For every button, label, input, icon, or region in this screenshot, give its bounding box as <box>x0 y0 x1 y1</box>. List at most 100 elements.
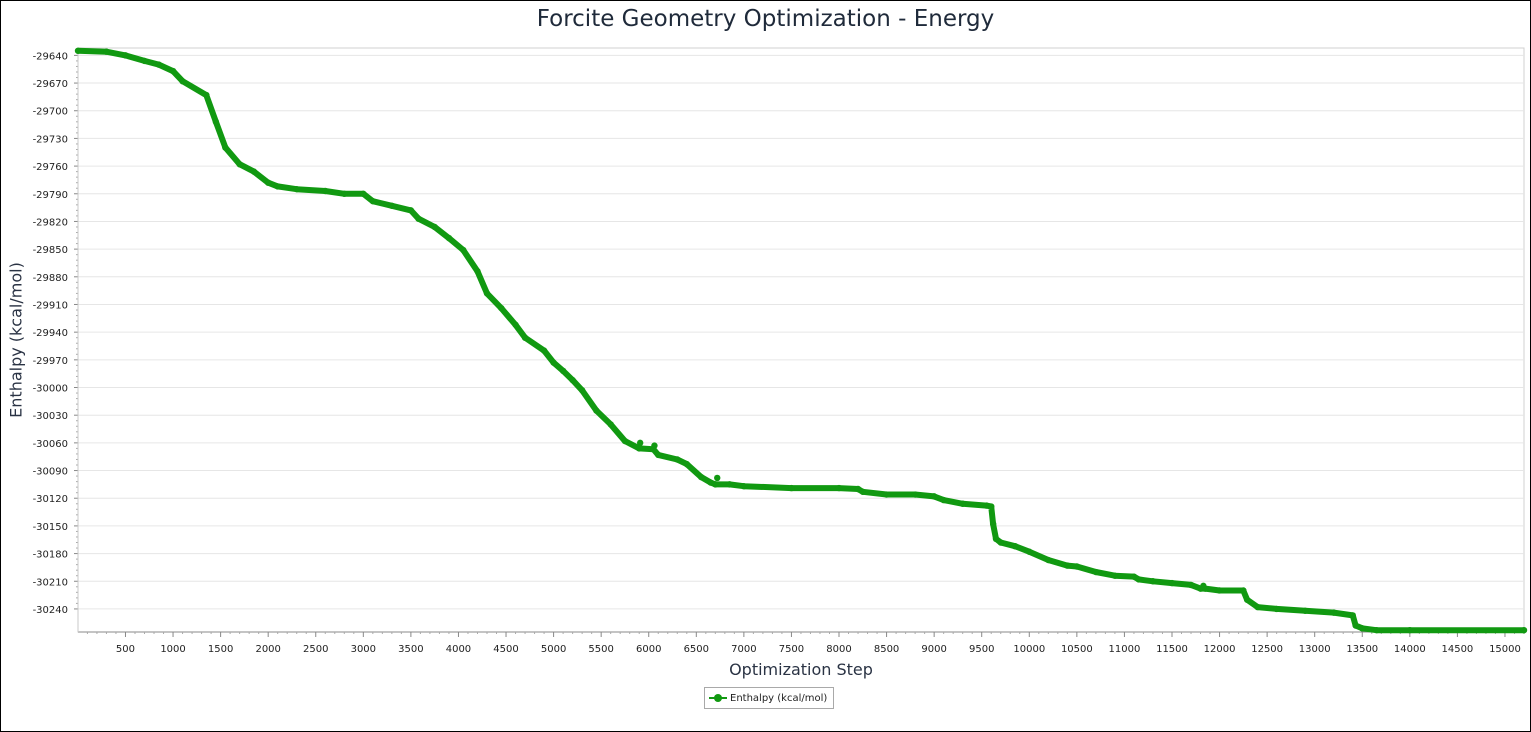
x-tick-label: 3500 <box>398 644 423 655</box>
x-tick-label: 6500 <box>684 644 709 655</box>
data-point <box>407 207 415 214</box>
data-point <box>1011 542 1019 550</box>
x-tick-label: 5500 <box>588 644 613 655</box>
data-point <box>1149 578 1157 585</box>
data-point <box>122 52 129 59</box>
y-tick-label: -29700 <box>33 107 68 118</box>
data-point <box>559 367 567 375</box>
data-point <box>250 168 258 175</box>
y-tick-label: -30060 <box>33 439 68 450</box>
data-point <box>740 483 748 490</box>
data-point <box>1373 626 1380 634</box>
data-point <box>415 215 422 222</box>
x-tick-label: 9000 <box>921 644 946 655</box>
x-tick-label: 12500 <box>1251 644 1283 655</box>
data-point <box>930 493 938 500</box>
x-tick-label: 9500 <box>969 644 994 655</box>
x-tick-label: 13000 <box>1299 644 1331 655</box>
data-point <box>714 474 721 482</box>
data-point <box>835 484 843 492</box>
data-point <box>388 202 396 209</box>
y-tick-label: -30180 <box>33 550 68 561</box>
data-point <box>940 496 947 504</box>
data-point <box>674 456 681 463</box>
y-tick-label: -29910 <box>33 300 68 311</box>
data-point <box>103 48 110 55</box>
chart-title: Forcite Geometry Optimization - Energy <box>536 6 995 32</box>
data-point <box>1352 622 1359 629</box>
data-point <box>854 485 862 493</box>
data-point <box>883 491 890 498</box>
data-point <box>578 387 586 394</box>
x-tick-label: 4500 <box>493 644 518 655</box>
data-point <box>997 539 1004 546</box>
legend-swatch <box>709 693 727 703</box>
data-point <box>236 161 243 168</box>
y-tick-label: -29880 <box>33 273 68 284</box>
data-point <box>550 359 557 366</box>
x-tick-label: 4000 <box>446 644 471 655</box>
x-tick-label: 7000 <box>731 644 756 655</box>
x-tick-label: 14000 <box>1394 644 1426 655</box>
plot-background <box>77 47 1525 633</box>
data-point <box>341 190 348 197</box>
data-point <box>1406 626 1414 634</box>
data-point <box>1026 548 1033 555</box>
data-point <box>621 437 629 445</box>
data-point <box>1135 576 1142 583</box>
x-tick-label: 15000 <box>1489 644 1521 655</box>
data-point <box>1216 587 1223 594</box>
x-tick-label: 8500 <box>874 644 899 655</box>
data-point <box>992 535 1000 543</box>
data-point <box>141 57 148 65</box>
data-point <box>498 304 505 312</box>
data-point <box>360 190 367 197</box>
data-point <box>655 451 662 459</box>
data-point <box>169 67 177 75</box>
data-point <box>1349 612 1356 619</box>
data-point <box>203 91 210 99</box>
x-tick-label: 7500 <box>779 644 804 655</box>
y-tick-label: -29850 <box>33 245 68 256</box>
data-point <box>322 187 329 195</box>
x-tick-label: 1000 <box>160 644 185 655</box>
data-point <box>483 290 491 297</box>
x-axis-label: Optimization Step <box>729 660 873 679</box>
x-tick-label: 11000 <box>1109 644 1141 655</box>
y-tick-label: -29820 <box>33 217 68 228</box>
data-point <box>726 481 733 488</box>
data-point <box>1330 609 1337 616</box>
data-point <box>651 442 658 449</box>
data-point <box>1045 556 1052 564</box>
data-point <box>369 197 377 205</box>
data-point <box>1200 582 1207 590</box>
data-point <box>222 144 229 151</box>
y-tick-label: -30240 <box>33 605 68 616</box>
x-tick-label: 2500 <box>303 644 328 655</box>
y-axis-label: Enthalpy (kcal/mol) <box>6 262 26 418</box>
x-tick-label: 14500 <box>1441 644 1473 655</box>
data-point <box>1243 596 1251 603</box>
y-tick-label: -30090 <box>33 467 68 478</box>
x-tick-label: 12000 <box>1204 644 1236 655</box>
data-point <box>1240 587 1247 594</box>
x-tick-label: 500 <box>116 644 135 655</box>
x-tick-label: 10500 <box>1061 644 1093 655</box>
x-tick-label: 8000 <box>826 644 851 655</box>
data-point <box>959 500 966 507</box>
data-point <box>1168 579 1176 587</box>
data-point <box>1273 605 1280 613</box>
data-point <box>431 223 438 231</box>
data-point <box>155 61 162 68</box>
x-tick-label: 2000 <box>255 644 280 655</box>
data-point <box>521 334 529 341</box>
data-point <box>1064 562 1071 569</box>
data-point <box>983 502 990 509</box>
x-tick-label: 11500 <box>1156 644 1188 655</box>
data-point <box>697 473 705 481</box>
data-point <box>593 407 600 414</box>
data-point <box>1187 581 1195 589</box>
data-point <box>1092 568 1100 576</box>
data-point <box>569 376 576 384</box>
